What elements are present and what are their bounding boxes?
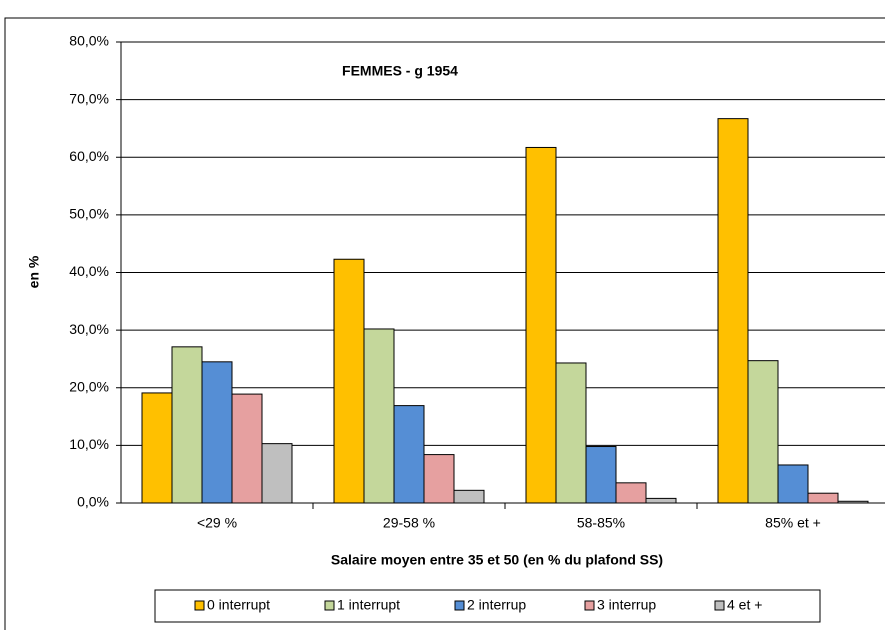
bar xyxy=(363,328,395,504)
bar xyxy=(393,405,425,504)
bar xyxy=(141,392,173,504)
legend-swatch xyxy=(194,600,205,611)
y-tick-label: 30,0% xyxy=(69,321,109,337)
legend-swatch xyxy=(324,600,335,611)
x-tick-label: <29 % xyxy=(197,515,237,531)
bar xyxy=(645,497,677,504)
bar xyxy=(585,446,617,504)
legend-label: 2 interrup xyxy=(467,597,526,613)
x-axis-label: Salaire moyen entre 35 et 50 (en % du pl… xyxy=(331,552,663,568)
legend-label: 1 interrupt xyxy=(337,597,400,613)
bar xyxy=(777,464,809,504)
bar xyxy=(333,258,365,504)
y-tick-label: 0,0% xyxy=(77,494,109,510)
bar xyxy=(525,146,557,504)
y-tick-label: 40,0% xyxy=(69,263,109,279)
bar xyxy=(807,492,839,504)
x-tick-label: 85% et + xyxy=(765,515,821,531)
legend-swatch xyxy=(714,600,725,611)
y-tick-label: 20,0% xyxy=(69,378,109,394)
bar xyxy=(201,361,233,504)
bar xyxy=(555,362,587,504)
bar xyxy=(717,118,749,504)
legend-swatch xyxy=(454,600,465,611)
bar xyxy=(231,393,263,504)
x-tick-label: 29-58 % xyxy=(383,515,435,531)
bar xyxy=(747,360,779,504)
bar xyxy=(837,500,869,504)
frame xyxy=(4,17,885,630)
x-tick-label: 58-85% xyxy=(577,515,625,531)
legend xyxy=(154,589,821,623)
y-tick-label: 10,0% xyxy=(69,436,109,452)
bar xyxy=(171,346,203,504)
legend-swatch xyxy=(584,600,595,611)
y-tick-label: 50,0% xyxy=(69,206,109,222)
y-axis-label: en % xyxy=(26,255,42,288)
bar xyxy=(423,454,455,504)
y-tick-label: 70,0% xyxy=(69,90,109,106)
legend-label: 3 interrup xyxy=(597,597,656,613)
legend-label: 4 et + xyxy=(727,597,762,613)
bar xyxy=(615,482,647,504)
bar xyxy=(261,443,293,504)
y-tick-label: 60,0% xyxy=(69,148,109,164)
chart-title: FEMMES - g 1954 xyxy=(342,63,458,79)
bar xyxy=(453,489,485,504)
y-tick-label: 80,0% xyxy=(69,33,109,49)
legend-label: 0 interrupt xyxy=(207,597,270,613)
